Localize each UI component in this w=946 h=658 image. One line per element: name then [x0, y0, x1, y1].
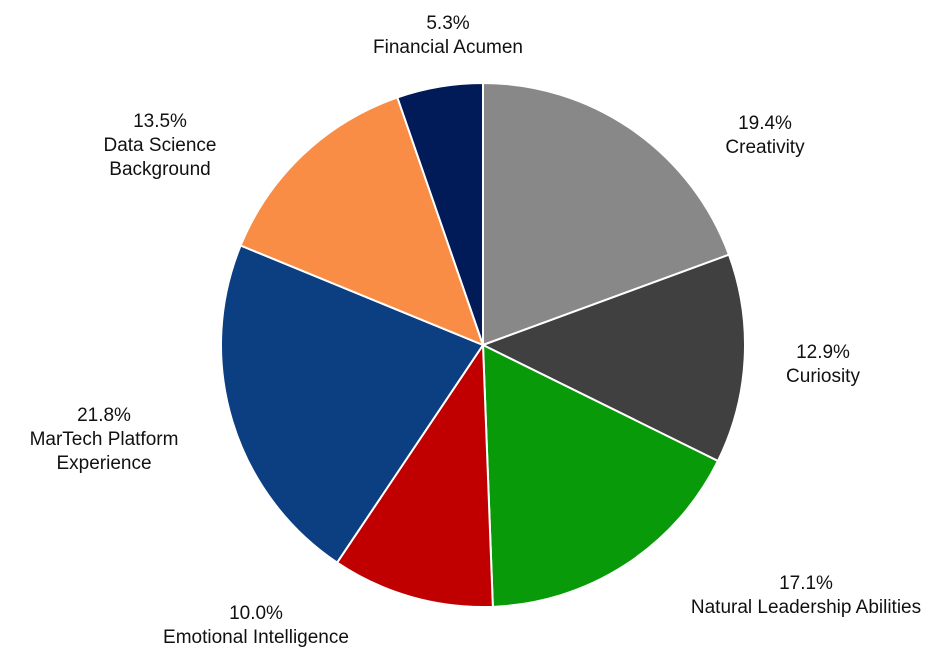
category-label: Natural Leadership Abilities	[690, 597, 922, 618]
percent-label: 12.9%	[796, 342, 850, 363]
slice-label: 13.5% Data Science Background	[85, 110, 235, 182]
pie-slice	[396, 81, 484, 346]
slice-label: 10.0% Emotional Intelligence	[126, 602, 386, 650]
percent-label: 13.5%	[133, 111, 187, 132]
percent-label: 17.1%	[779, 573, 833, 594]
pie-slice	[335, 341, 494, 608]
pie-slice	[480, 253, 746, 463]
category-label: Financial Acumen	[373, 37, 523, 58]
pie-slice	[481, 343, 720, 608]
pie-slice	[220, 244, 485, 565]
slice-label: 21.8% MarTech Platform Experience	[9, 404, 199, 476]
slice-label: 5.3% Financial Acumen	[338, 12, 558, 60]
category-label: MarTech Platform Experience	[29, 429, 179, 474]
percent-label: 19.4%	[738, 113, 792, 134]
category-label: Emotional Intelligence	[163, 627, 349, 648]
slice-label: 12.9% Curiosity	[723, 341, 923, 389]
category-label: Creativity	[725, 137, 805, 158]
slice-label: 19.4% Creativity	[665, 112, 865, 160]
category-label: Curiosity	[786, 366, 860, 387]
percent-label: 21.8%	[77, 405, 131, 426]
pie-slice	[482, 81, 731, 347]
percent-label: 5.3%	[426, 13, 470, 34]
category-label: Data Science Background	[103, 135, 217, 180]
slice-label: 17.1% Natural Leadership Abilities	[656, 572, 946, 620]
pie-slice	[239, 96, 485, 347]
percent-label: 10.0%	[229, 603, 283, 624]
